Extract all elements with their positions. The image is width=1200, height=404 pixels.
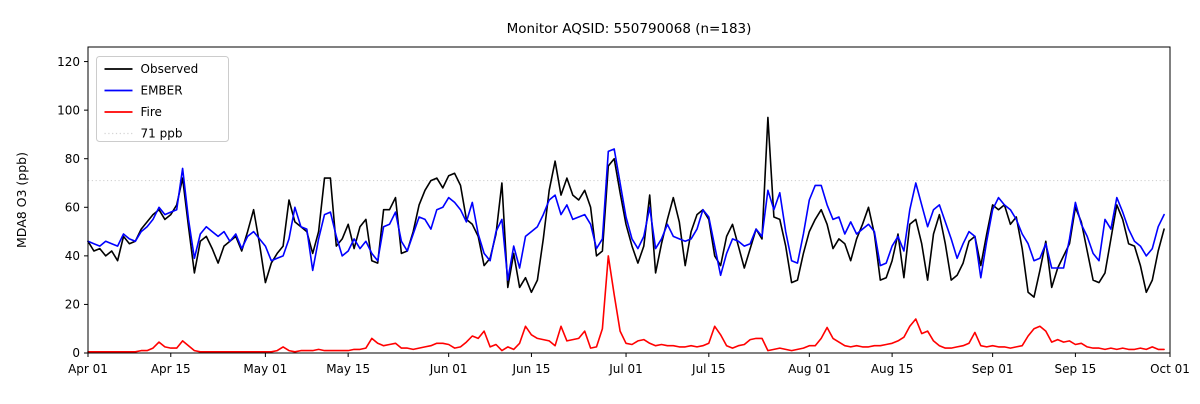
- y-tick-label: 120: [57, 55, 80, 69]
- x-tick-label: Apr 15: [151, 362, 191, 376]
- series-line-fire: [87, 255, 1165, 353]
- y-tick-label: 20: [65, 298, 80, 312]
- x-tick-label: Jun 01: [429, 362, 468, 376]
- x-tick-label: Jul 15: [691, 362, 726, 376]
- plot-frame: [87, 46, 1171, 354]
- series-line-ember: [87, 148, 1165, 281]
- x-tick-label: Jun 15: [512, 362, 551, 376]
- y-tick-label: 100: [57, 103, 80, 117]
- legend-label: 71 ppb: [141, 127, 183, 141]
- y-tick-label: 40: [65, 249, 80, 263]
- y-tick-label: 0: [72, 346, 80, 360]
- legend-label: Observed: [141, 62, 199, 76]
- x-tick-label: Jul 01: [608, 362, 643, 376]
- x-tick-label: Apr 01: [68, 362, 108, 376]
- y-tick-label: 60: [65, 200, 80, 214]
- y-axis-label: MDA8 O3 (ppb): [14, 152, 29, 248]
- x-tick-label: Oct 01: [1150, 362, 1190, 376]
- chart-title: Monitor AQSID: 550790068 (n=183): [507, 21, 752, 37]
- x-tick-label: Aug 01: [788, 362, 831, 376]
- x-tick-label: Sep 01: [972, 362, 1014, 376]
- legend-box: [96, 56, 229, 142]
- legend-label: EMBER: [141, 84, 183, 98]
- x-tick-label: Sep 15: [1055, 362, 1097, 376]
- x-tick-label: May 15: [326, 362, 370, 376]
- x-tick-label: May 01: [243, 362, 287, 376]
- series-line-observed: [87, 116, 1165, 298]
- y-tick-label: 80: [65, 152, 80, 166]
- x-tick-label: Aug 15: [871, 362, 914, 376]
- legend-label: Fire: [141, 105, 162, 119]
